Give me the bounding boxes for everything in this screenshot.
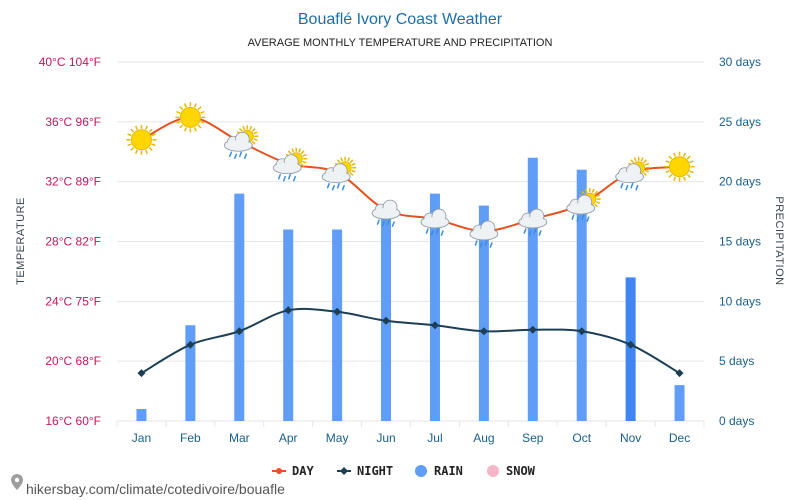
rain-cloud-icon [518, 208, 548, 236]
circle-icon [415, 465, 427, 477]
legend-item-rain[interactable]: RAIN [415, 464, 463, 478]
x-tick-label: Jun [376, 431, 395, 445]
rain-bar [478, 205, 489, 421]
night-point [528, 325, 537, 334]
partly-cloudy-rain-icon [272, 147, 308, 182]
x-tick-label: Sep [522, 431, 544, 445]
rain-cloud-icon [420, 208, 450, 236]
x-tick-label: Mar [229, 431, 250, 445]
line-diamond-icon [337, 467, 351, 475]
circle-icon [487, 465, 499, 477]
weather-icons [126, 102, 695, 248]
legend-label: DAY [292, 464, 314, 478]
partly-cloudy-rain-icon [223, 125, 259, 160]
rain-bar [185, 325, 196, 421]
left-axis-label: TEMPERATURE [15, 197, 27, 285]
day-line [141, 116, 680, 233]
day-series [138, 114, 683, 235]
partly-cloudy-rain-icon [321, 156, 357, 191]
left-tick-label: 24°C 75°F [45, 294, 101, 308]
x-tick-label: May [326, 431, 349, 445]
night-point [479, 327, 488, 336]
sun-icon [126, 124, 157, 155]
night-point [626, 340, 635, 349]
legend-label: RAIN [434, 464, 463, 478]
night-point [382, 316, 391, 325]
x-tick-label: Dec [669, 431, 690, 445]
legend: DAY NIGHT RAIN SNOW [272, 464, 536, 478]
left-tick-label: 28°C 82°F [45, 235, 101, 249]
sun-icon [175, 102, 206, 133]
rain-bar [625, 277, 636, 421]
night-point [235, 327, 244, 336]
legend-item-day[interactable]: DAY [272, 464, 314, 478]
rain-bar [674, 385, 685, 421]
legend-label: NIGHT [357, 464, 393, 478]
chart-subtitle: AVERAGE MONTHLY TEMPERATURE AND PRECIPIT… [248, 37, 553, 49]
location-pin-icon [11, 474, 23, 490]
rain-bar [283, 229, 294, 421]
rain-bar [527, 157, 538, 421]
legend-label: SNOW [506, 464, 536, 478]
rain-bar [136, 409, 147, 421]
left-tick-label: 36°C 96°F [45, 115, 101, 129]
sun-icon [664, 151, 695, 182]
x-tick-label: Nov [620, 431, 641, 445]
grid-lines [116, 61, 705, 427]
partly-cloudy-rain-icon [615, 156, 650, 191]
night-series [137, 306, 684, 378]
night-point [137, 369, 146, 378]
right-tick-label: 20 days [719, 175, 761, 189]
legend-item-night[interactable]: NIGHT [337, 464, 393, 478]
x-tick-label: Aug [473, 431, 494, 445]
night-point [284, 306, 293, 315]
left-tick-label: 40°C 104°F [39, 55, 101, 69]
right-tick-label: 30 days [719, 55, 761, 69]
partly-cloudy-rain-icon [566, 188, 601, 222]
legend-item-snow[interactable]: SNOW [487, 464, 536, 478]
source-link[interactable]: hikersbay.com/climate/cotedivoire/bouafl… [11, 474, 285, 497]
left-tick-label: 16°C 60°F [45, 414, 101, 428]
chart-title: Bouaflé Ivory Coast Weather [298, 11, 503, 28]
rain-bar [429, 193, 440, 421]
rain-cloud-icon [371, 199, 401, 227]
x-tick-label: Jan [132, 431, 151, 445]
night-point [675, 369, 684, 378]
line-dot-icon [272, 468, 286, 474]
rain-bars [136, 157, 685, 421]
rain-bar [332, 229, 343, 421]
right-tick-label: 25 days [719, 115, 761, 129]
rain-bar [576, 169, 587, 421]
right-tick-label: 15 days [719, 235, 761, 249]
rain-cloud-icon [469, 220, 499, 248]
x-axis-ticks: Jan Feb Mar Apr May Jun Jul Aug Sep Oct Nov Dec [132, 431, 690, 445]
right-axis-label: PRECIPITATION [773, 196, 785, 285]
x-tick-label: Oct [572, 431, 591, 445]
x-tick-label: Apr [279, 431, 298, 445]
right-tick-label: 5 days [719, 354, 754, 368]
night-point [186, 340, 195, 349]
night-point [430, 321, 439, 330]
left-tick-label: 32°C 89°F [45, 175, 101, 189]
right-tick-label: 10 days [719, 294, 761, 308]
night-point [333, 307, 342, 316]
night-point [577, 327, 586, 336]
left-axis-ticks: 16°C 60°F 20°C 68°F 24°C 75°F 28°C 82°F 32°C… [39, 55, 101, 428]
source-text: hikersbay.com/climate/cotedivoire/bouafl… [26, 481, 285, 497]
right-axis-ticks: 0 days 5 days 10 days 15 days 20 days 25 days… [719, 55, 761, 428]
rain-bar [234, 193, 245, 421]
x-tick-label: Jul [427, 431, 442, 445]
left-tick-label: 20°C 68°F [45, 354, 101, 368]
night-line [140, 307, 681, 374]
x-tick-label: Feb [180, 431, 201, 445]
right-tick-label: 0 days [719, 414, 754, 428]
